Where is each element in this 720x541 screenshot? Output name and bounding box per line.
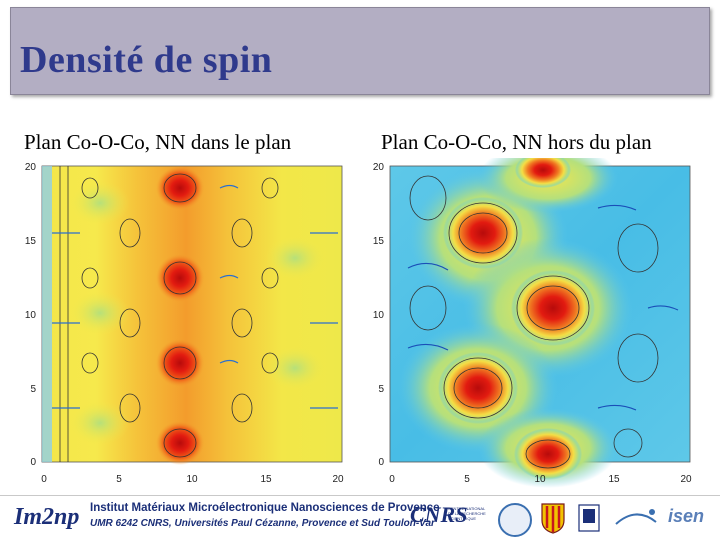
caption-left: Plan Co-O-Co, NN dans le plan [24,130,292,154]
institute-name: Institut Matériaux Microélectronique Nan… [90,502,440,514]
caption-right: Plan Co-O-Co, NN hors du plan [381,130,652,154]
cnrs-caption: CENTRE NATIONAL DE LA RECHERCHE SCIENTIF… [448,506,486,521]
x-tick-label: 5 [464,474,470,485]
cnrs-logo: CNRS [410,502,468,527]
x-tick-label: 20 [680,474,692,485]
spin-density-map-right: 20 15 10 5 0 0 5 10 15 20 [373,158,692,488]
x-tick-label: 0 [41,474,47,485]
provence-seal-icon [541,503,565,534]
y-tick-label: 10 [373,310,385,321]
spin-density-map-left: 20 15 10 5 0 0 5 10 15 20 [25,162,344,485]
y-tick-label: 20 [25,162,37,173]
isen-logo: isen [668,506,705,526]
institute-affiliation: UMR 6242 CNRS, Universités Paul Cézanne,… [90,518,435,529]
x-tick-label: 10 [186,474,198,485]
x-tick-label: 20 [332,474,344,485]
technology-logo-icon [615,509,657,525]
y-tick-label: 5 [30,384,36,395]
y-tick-label: 15 [25,236,37,247]
x-tick-label: 15 [608,474,620,485]
title-bar: Densité de spin [10,7,710,95]
im2np-logo: Im2np [14,504,80,530]
y-tick-label: 0 [378,457,384,468]
university-emblem-icon [578,504,600,532]
y-tick-label: 20 [373,162,385,173]
x-tick-label: 0 [389,474,395,485]
x-tick-label: 15 [260,474,272,485]
x-tick-label: 10 [534,474,546,485]
y-tick-label: 15 [373,236,385,247]
slide-title: Densité de spin [20,39,273,81]
y-tick-label: 0 [30,457,36,468]
footer-bar: Im2np Institut Matériaux Microélectroniq… [0,495,720,541]
y-tick-label: 10 [25,310,37,321]
y-tick-label: 5 [378,384,384,395]
x-tick-label: 5 [116,474,122,485]
university-logo-icon [498,503,532,537]
